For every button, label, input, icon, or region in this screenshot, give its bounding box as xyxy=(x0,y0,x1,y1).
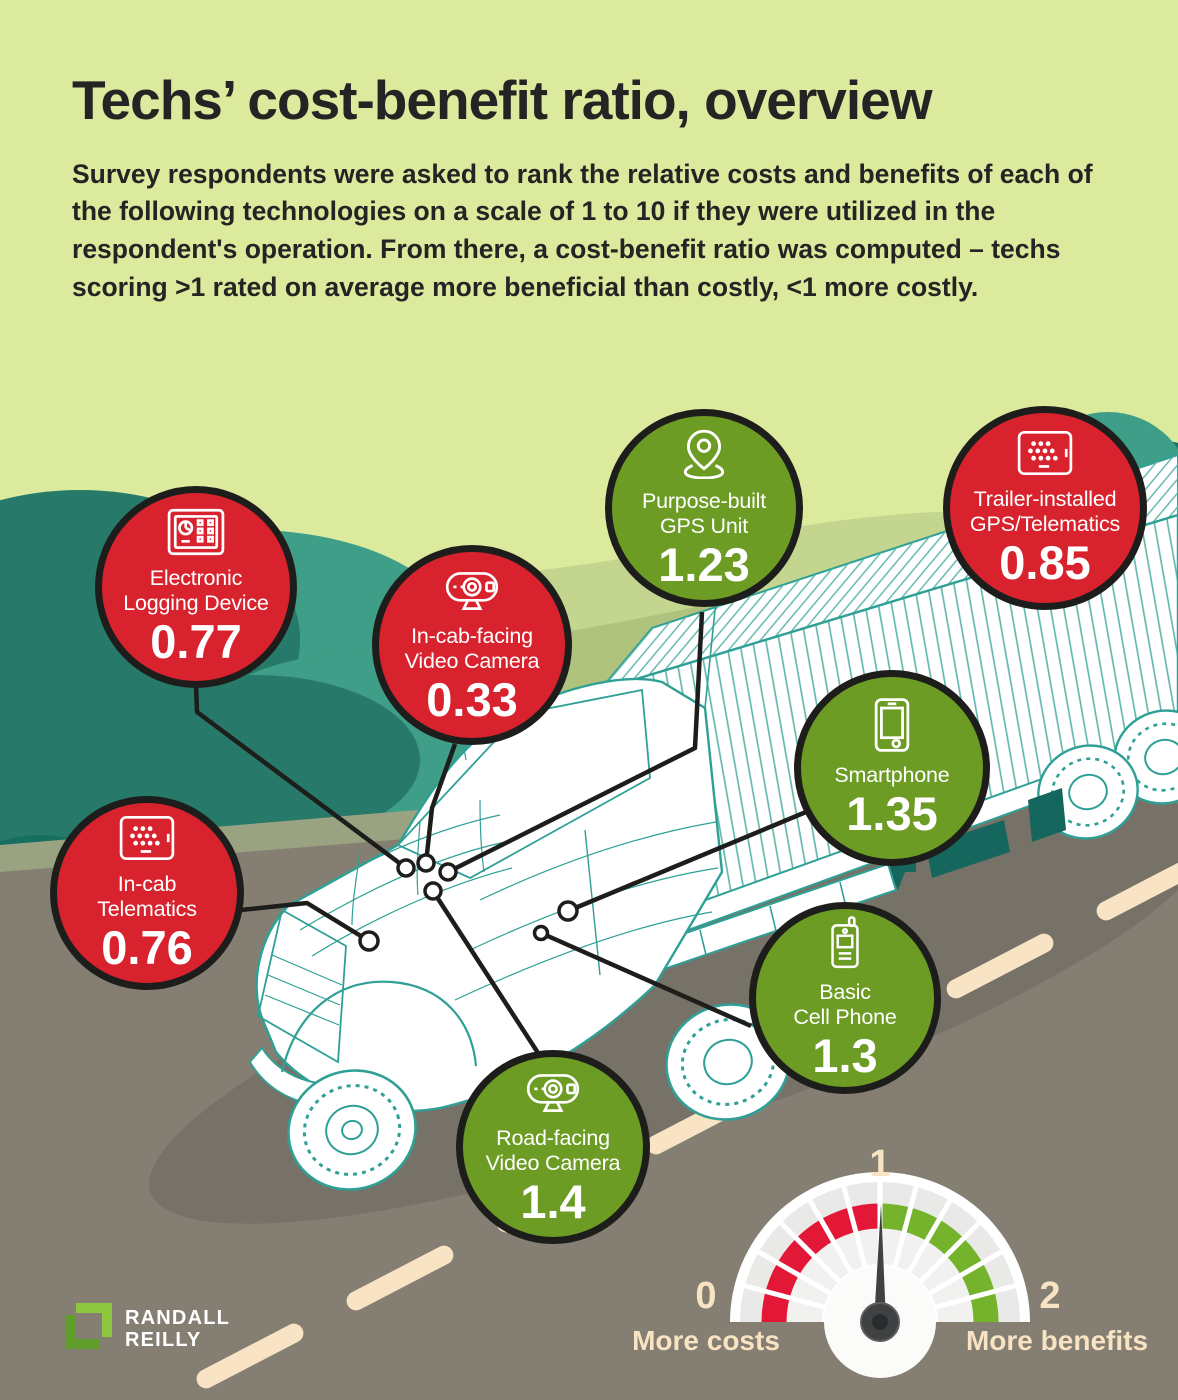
callout-label-line: Telematics xyxy=(97,897,197,922)
callout-label-line: Road-facing xyxy=(496,1125,610,1150)
callout-label: In-cab-facing Video Camera xyxy=(405,624,540,676)
callout-in-cab-telematics: In-cab Telematics 0.76 xyxy=(50,796,244,990)
gauge-mid-label: 1 xyxy=(869,1143,890,1185)
header: Techs’ cost-benefit ratio, overview Surv… xyxy=(72,69,1117,306)
callout-label: Smartphone xyxy=(834,763,949,789)
callout-label: Electronic Logging Device xyxy=(123,565,269,618)
map-pin-icon xyxy=(679,427,729,484)
callout-value: 0.77 xyxy=(150,615,242,669)
callout-value: 0.76 xyxy=(101,921,193,975)
callout-basic-cell-phone: Basic Cell Phone 1.3 xyxy=(749,902,941,1094)
logo-line: REILLY xyxy=(125,1328,202,1351)
page-title: Techs’ cost-benefit ratio, overview xyxy=(72,69,933,131)
randall-reilly-logo-icon xyxy=(66,1303,112,1354)
callout-value: 1.3 xyxy=(812,1029,878,1083)
callout-label-line: Trailer-installed xyxy=(973,486,1117,511)
tablet-telematics-icon xyxy=(1016,429,1074,482)
connector-endpoint xyxy=(438,862,458,882)
connector-endpoint xyxy=(423,881,443,901)
randall-reilly-logo: RANDALL REILLY xyxy=(66,1303,230,1354)
connector-endpoint xyxy=(416,853,436,873)
callout-trailer-installed-gps-telematics: Trailer-installed GPS/Telematics 0.85 xyxy=(943,406,1147,610)
road-dash xyxy=(196,1323,304,1389)
callout-label-line: Electronic xyxy=(149,565,243,590)
callout-purpose-built-gps-unit: Purpose-built GPS Unit 1.23 xyxy=(605,409,803,607)
callout-value: 1.23 xyxy=(658,538,750,592)
page-description: Survey respondents were asked to rank th… xyxy=(72,158,1093,302)
webcam-icon xyxy=(441,566,503,619)
callout-electronic-logging-device: Electronic Logging Device 0.77 xyxy=(95,486,297,688)
connector-endpoint xyxy=(557,900,579,922)
callout-label-line: Purpose-built xyxy=(641,488,767,513)
callout-label-line: Video Camera xyxy=(485,1151,621,1176)
callout-connectors xyxy=(193,611,807,1058)
callout-label-line: Basic xyxy=(819,979,871,1004)
callout-label-line: In-cab-facing xyxy=(411,623,533,648)
callout-label: Trailer-installed GPS/Telematics xyxy=(970,487,1120,539)
callout-label: Basic Cell Phone xyxy=(793,980,896,1032)
callout-value: 0.85 xyxy=(999,536,1091,590)
gauge-min-label: 0 xyxy=(695,1275,716,1317)
flip-phone-icon xyxy=(828,915,862,975)
connector-endpoint xyxy=(532,924,550,942)
logo-line: RANDALL xyxy=(125,1306,231,1329)
callout-label-line: GPS Unit xyxy=(659,514,748,539)
gauge-needle xyxy=(874,1204,886,1322)
connector-line xyxy=(193,683,408,870)
connector-line xyxy=(431,889,542,1058)
gauge-right-caption: More benefits xyxy=(966,1325,1148,1356)
callout-value: 1.35 xyxy=(846,787,938,841)
connector-line xyxy=(423,743,458,864)
road-dash xyxy=(346,1245,454,1311)
webcam-icon xyxy=(522,1068,584,1121)
gauge-max-label: 2 xyxy=(1039,1275,1060,1317)
callout-in-cab-facing-video-camera: In-cab-facing Video Camera 0.33 xyxy=(372,545,572,745)
tablet-telematics-icon xyxy=(118,814,176,867)
connector-endpoint xyxy=(396,858,416,878)
callout-road-facing-video-camera: Road-facing Video Camera 1.4 xyxy=(456,1050,650,1244)
connector-line xyxy=(446,611,705,875)
callout-value: 1.4 xyxy=(520,1175,586,1229)
callout-label: Purpose-built GPS Unit xyxy=(642,489,766,541)
callout-label-line: Cell Phone xyxy=(793,1005,897,1030)
road-dash xyxy=(946,933,1054,999)
cost-benefit-gauge: 1 0 2 More costs More benefits xyxy=(632,1143,1148,1378)
callout-label-line: Logging Device xyxy=(123,591,269,616)
callout-label: Road-facing Video Camera xyxy=(486,1126,621,1178)
road-dash xyxy=(1096,855,1178,921)
callout-label-line: GPS/Telematics xyxy=(969,512,1121,537)
connector-endpoint xyxy=(358,930,380,952)
connector-line xyxy=(240,900,371,943)
eld-device-icon xyxy=(167,508,225,561)
connector-line xyxy=(567,809,807,914)
callout-anchors xyxy=(358,853,579,952)
gauge-left-caption: More costs xyxy=(632,1325,780,1356)
callout-value: 0.33 xyxy=(426,673,518,727)
callout-label: In-cab Telematics xyxy=(97,872,197,924)
callout-label-line: Video Camera xyxy=(404,649,540,674)
callout-label-line: In-cab xyxy=(117,871,177,896)
smartphone-icon xyxy=(874,697,910,758)
callout-smartphone: Smartphone 1.35 xyxy=(794,670,990,866)
randall-reilly-logo-text: RANDALL REILLY xyxy=(125,1307,230,1351)
gauge-ticks xyxy=(744,1182,1016,1310)
connector-line xyxy=(540,930,752,1029)
callout-label-line: Smartphone xyxy=(834,763,950,788)
